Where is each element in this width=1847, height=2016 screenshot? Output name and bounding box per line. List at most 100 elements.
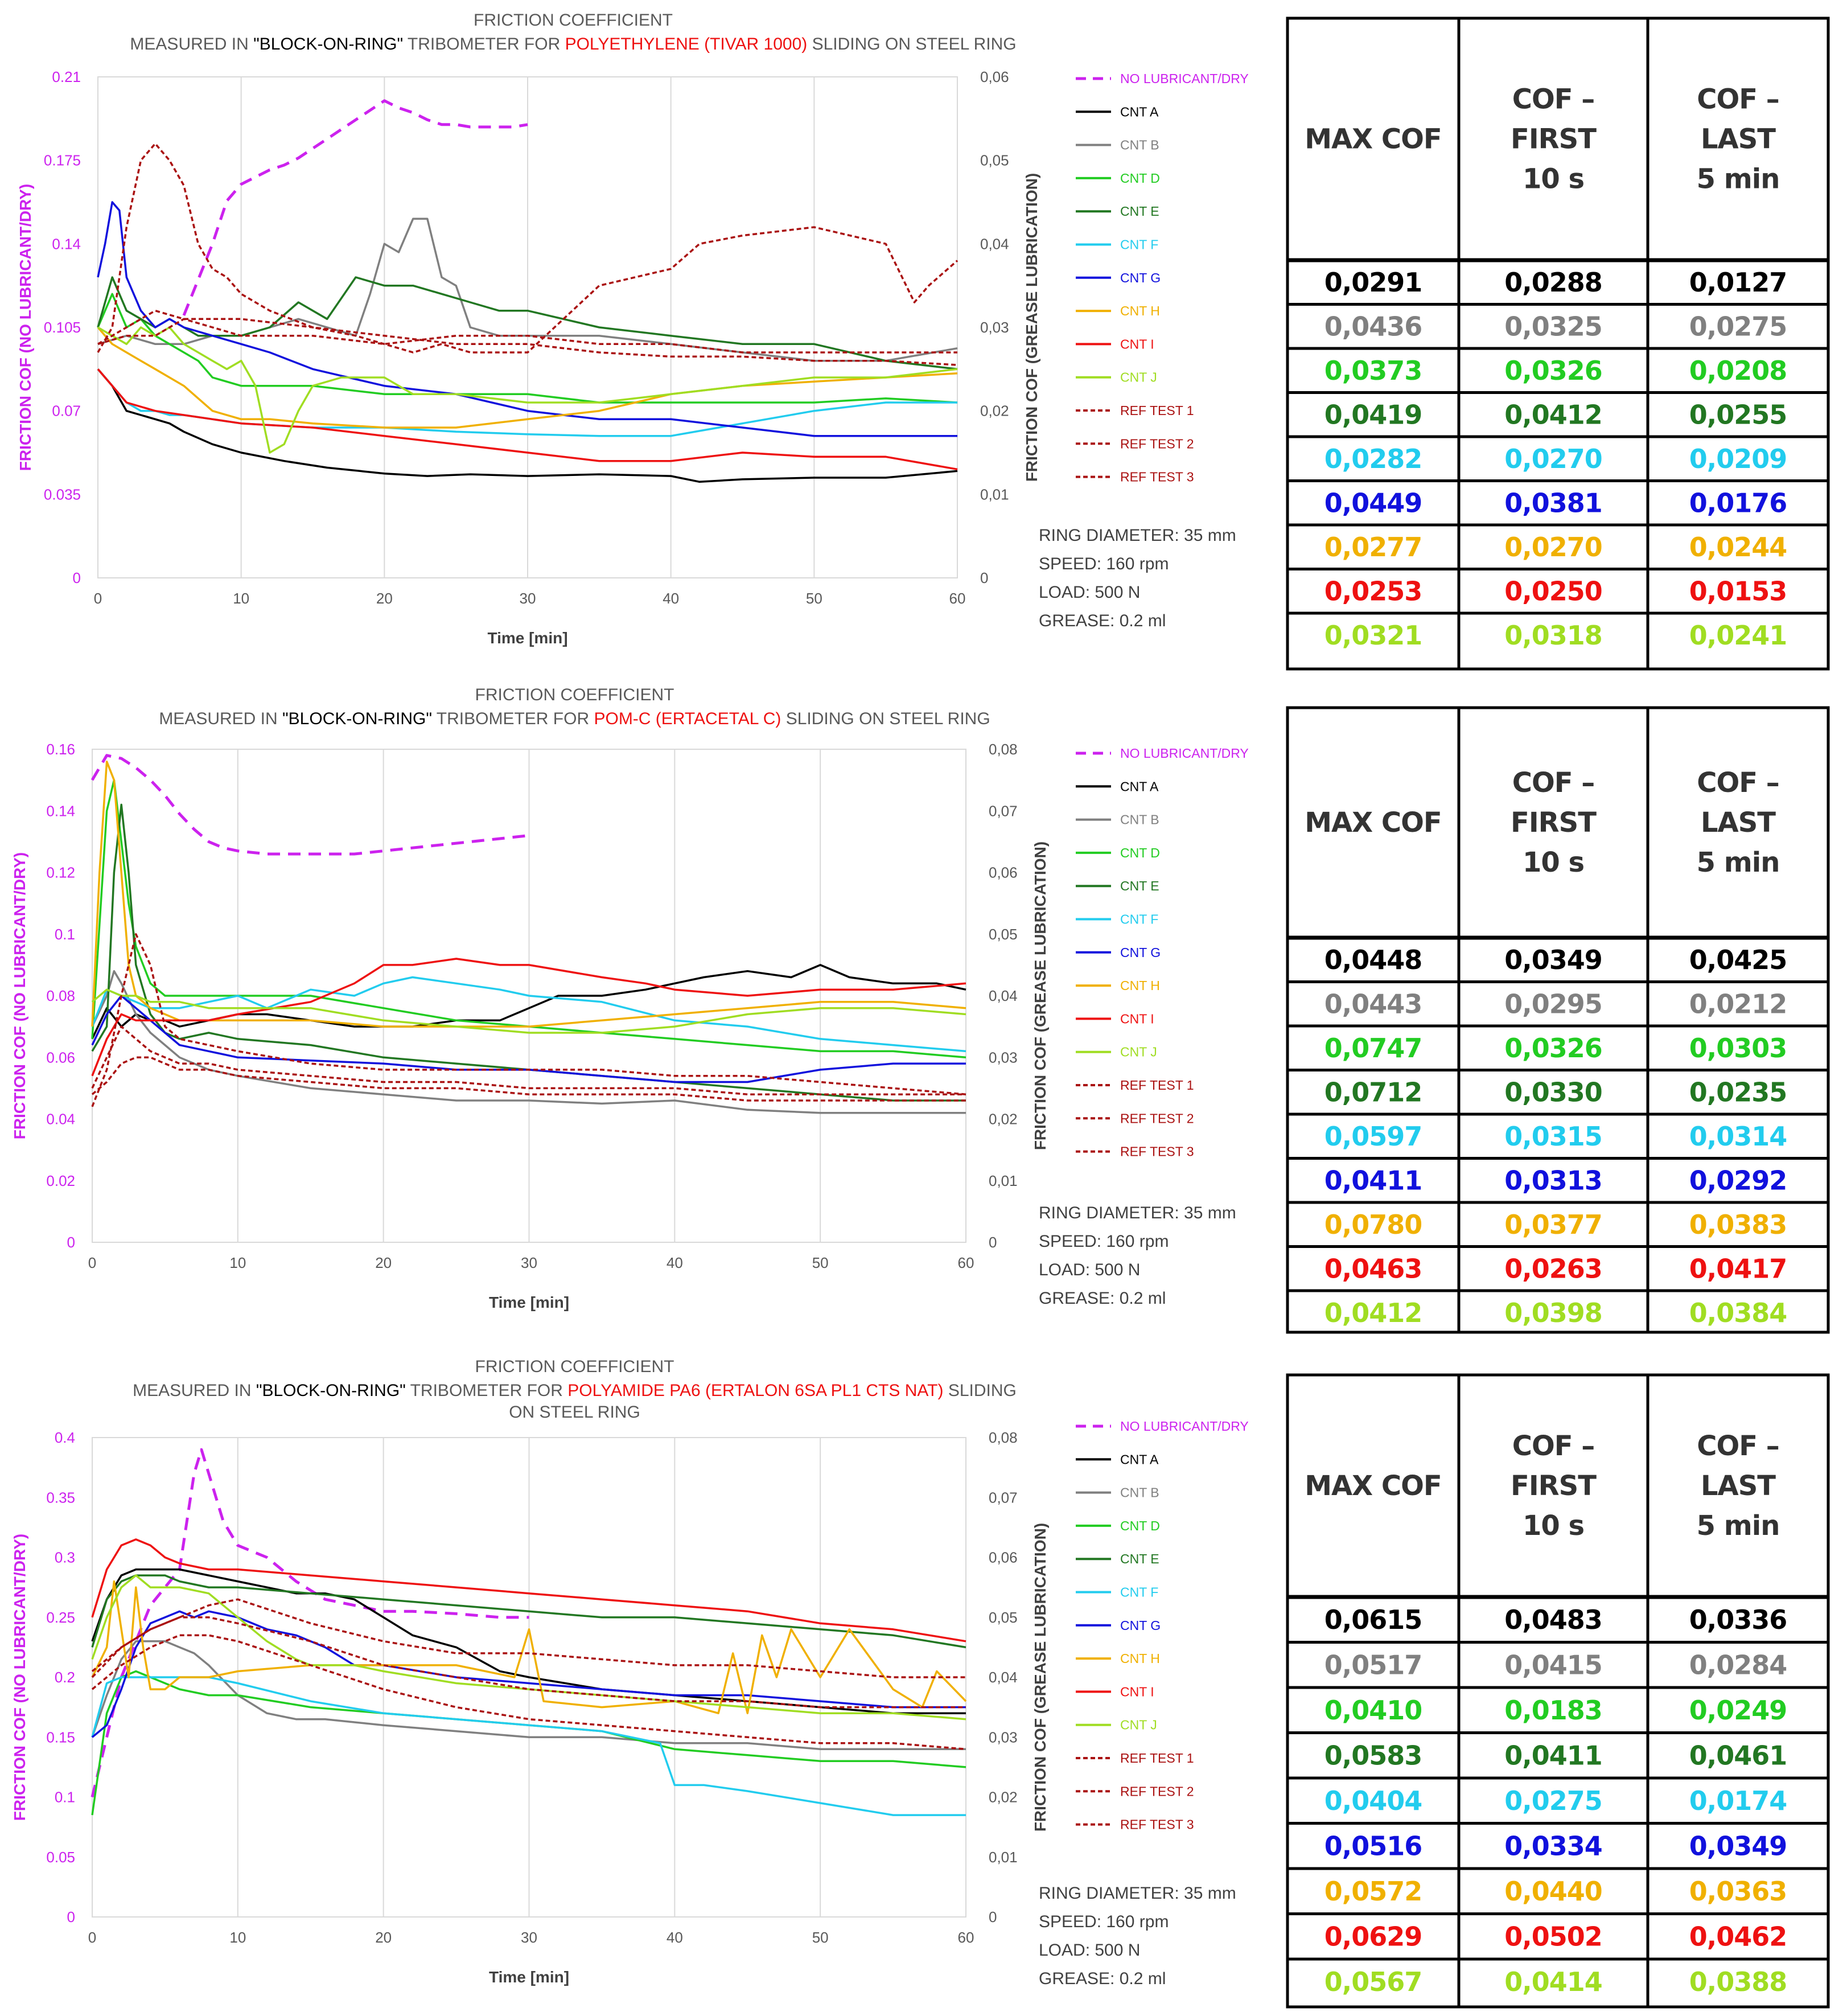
table-header-line: 5 min <box>1697 1510 1780 1542</box>
x-tick-label: 30 <box>520 590 536 607</box>
chart-subtitle-part: MEASURED IN <box>130 35 253 54</box>
legend-label: CNT J <box>1120 1718 1157 1732</box>
y-left-tick-label: 0.04 <box>46 1111 75 1128</box>
table-cell: 0,0349 <box>1504 945 1602 975</box>
legend-label: CNT F <box>1120 912 1158 927</box>
y-left-tick-label: 0.4 <box>55 1429 75 1446</box>
y-right-tick-label: 0,01 <box>980 486 1009 503</box>
y-left-tick-label: 0 <box>67 1908 75 1925</box>
x-tick-label: 10 <box>229 1254 246 1271</box>
table-header: COF – FIRST 10 s <box>1511 767 1597 878</box>
table-cell: 0,0176 <box>1689 487 1787 518</box>
legend-label: CNT D <box>1120 1518 1160 1533</box>
table-header-line: 5 min <box>1697 163 1780 195</box>
series-line-no-lubricant-dry <box>91 754 529 856</box>
series-line-ref-test-1 <box>91 1598 966 1678</box>
table-cell: 0,0461 <box>1689 1740 1787 1771</box>
series-line-cnt-e <box>91 803 966 1102</box>
y-left-tick-label: 0.105 <box>44 319 81 336</box>
table-header-line: FIRST <box>1511 807 1597 839</box>
table-header-line: 5 min <box>1697 847 1780 878</box>
series-line-cnt-a <box>97 368 958 483</box>
y-left-tick-label: 0.1 <box>55 1789 75 1806</box>
series-line-no-lubricant-dry <box>182 99 528 316</box>
y-right-tick-label: 0,08 <box>989 741 1018 758</box>
table-cell: 0,0780 <box>1324 1209 1422 1240</box>
table-cell: 0,0615 <box>1324 1604 1422 1635</box>
legend-label: CNT G <box>1120 270 1161 285</box>
table-header-line: COF – <box>1697 1430 1779 1462</box>
y-right-axis-label: FRICTION COF (GREASE LUBRICATION) <box>1023 173 1040 482</box>
table-cell: 0,0462 <box>1689 1921 1787 1952</box>
y-right-tick-label: 0,03 <box>989 1728 1018 1746</box>
table-header: MAX COF <box>1305 807 1441 839</box>
legend-label: REF TEST 3 <box>1120 470 1194 485</box>
table-cell: 0,0412 <box>1324 1298 1422 1328</box>
series-line-ref-test-2 <box>91 1616 966 1709</box>
table-cell: 0,0249 <box>1689 1695 1787 1726</box>
y-right-tick-label: 0,02 <box>989 1789 1018 1806</box>
y-right-tick-label: 0,05 <box>980 152 1009 169</box>
table-cell: 0,0326 <box>1504 1033 1602 1064</box>
table-header: COF – FIRST 10 s <box>1511 84 1597 195</box>
table-cell: 0,0270 <box>1504 444 1602 474</box>
y-left-tick-label: 0.175 <box>44 152 81 169</box>
y-left-tick-label: 0 <box>67 1234 75 1251</box>
legend-label: CNT J <box>1120 1045 1157 1060</box>
table-cell: 0,0410 <box>1324 1695 1422 1726</box>
table-cell: 0,0419 <box>1324 399 1422 430</box>
table-cell: 0,0483 <box>1504 1604 1602 1635</box>
table-header-line: 10 s <box>1523 1510 1584 1542</box>
y-left-tick-label: 0.12 <box>46 864 75 881</box>
x-tick-label: 0 <box>88 1254 96 1271</box>
table-cell: 0,0414 <box>1504 1966 1602 1997</box>
test-info-line: RING DIAMETER: 35 mm <box>1039 526 1236 545</box>
test-info-line: RING DIAMETER: 35 mm <box>1039 1204 1236 1222</box>
series-line-cnt-f <box>91 1676 966 1816</box>
x-tick-label: 20 <box>375 1929 392 1946</box>
legend-label: CNT H <box>1120 1651 1160 1666</box>
table-header-line: LAST <box>1701 1470 1776 1502</box>
chart-panel-3: FRICTION COEFFICIENT MEASURED IN "BLOCK-O… <box>11 1357 1249 1988</box>
table-cell: 0,0275 <box>1504 1785 1602 1816</box>
table-cell: 0,0436 <box>1324 311 1422 342</box>
table-cell: 0,0292 <box>1689 1165 1787 1196</box>
series-line-cnt-h <box>91 760 966 1028</box>
x-tick-label: 30 <box>521 1929 537 1946</box>
table-header-line: MAX COF <box>1305 1470 1441 1502</box>
table-cell: 0,0250 <box>1504 576 1602 606</box>
table-cell: 0,0502 <box>1504 1921 1602 1952</box>
test-info-line: SPEED: 160 rpm <box>1039 1912 1169 1931</box>
y-right-tick-label: 0,07 <box>989 802 1018 819</box>
legend-label: CNT G <box>1120 1618 1161 1633</box>
legend-label: CNT B <box>1120 812 1159 827</box>
legend-label: CNT A <box>1120 104 1159 119</box>
legend-label: CNT D <box>1120 845 1160 860</box>
series-line-cnt-i <box>91 958 966 1077</box>
table-header-line: COF – <box>1697 84 1779 116</box>
series-line-ref-test-3 <box>97 318 957 354</box>
y-right-tick-label: 0,01 <box>989 1172 1018 1189</box>
chart-subtitle: MEASURED IN "BLOCK-ON-RING" TRIBOMETER F… <box>133 1381 1017 1400</box>
table-cell: 0,0183 <box>1504 1695 1602 1726</box>
legend-label: REF TEST 2 <box>1120 436 1194 451</box>
table-cell: 0,0412 <box>1504 399 1602 430</box>
table-header: COF – LAST 5 min <box>1697 1430 1780 1542</box>
series-line-ref-test-3 <box>91 1634 966 1751</box>
x-tick-label: 60 <box>949 590 966 607</box>
y-left-axis-label: FRICTION COF (NO LUBRICANT/DRY) <box>11 1534 28 1821</box>
y-right-axis-label: FRICTION COF (GREASE LUBRICATION) <box>1031 841 1049 1150</box>
table-cell: 0,0417 <box>1689 1253 1787 1284</box>
series-line-cnt-j <box>97 326 958 454</box>
series-line-cnt-g <box>91 995 966 1083</box>
legend-label: CNT A <box>1120 1452 1159 1467</box>
y-left-tick-label: 0.06 <box>46 1049 75 1066</box>
table-cell: 0,0449 <box>1324 487 1422 518</box>
y-right-tick-label: 0,02 <box>989 1111 1018 1128</box>
chart-subtitle-part: POM-C (ERTACETAL C) <box>594 709 781 728</box>
table-cell: 0,0153 <box>1689 576 1787 606</box>
y-left-tick-label: 0.35 <box>46 1489 75 1506</box>
table-cell: 0,0291 <box>1324 267 1422 298</box>
table-cell: 0,0277 <box>1324 532 1422 562</box>
